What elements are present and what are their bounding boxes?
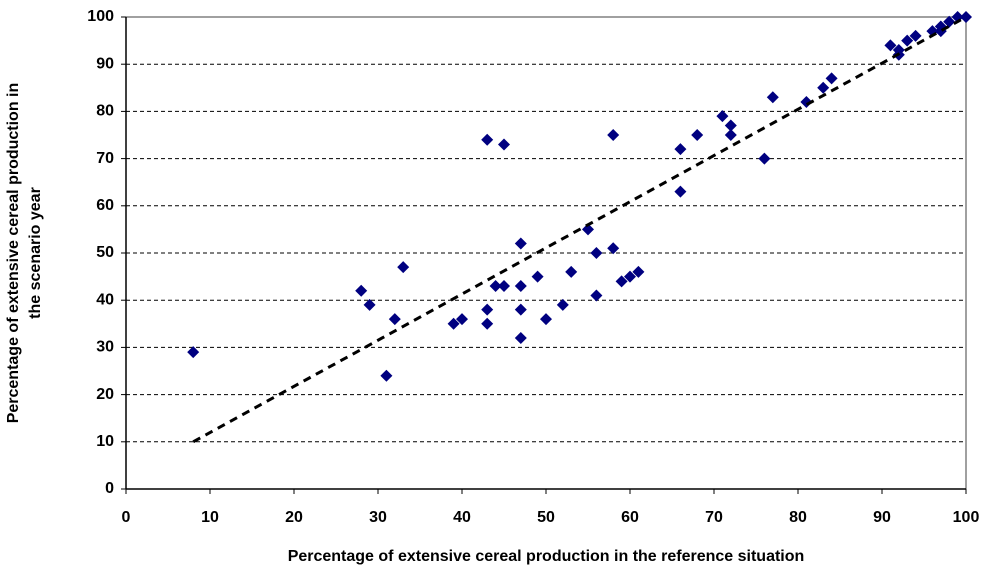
data-point	[514, 237, 527, 250]
x-tick-label: 30	[369, 509, 387, 526]
data-point	[498, 280, 510, 293]
data-point	[355, 284, 368, 297]
data-point	[582, 223, 594, 236]
data-point	[481, 133, 494, 146]
data-point	[943, 15, 956, 28]
data-point	[565, 265, 578, 278]
data-point	[674, 185, 687, 198]
data-point	[724, 129, 737, 141]
data-point	[397, 261, 410, 274]
x-tick-label: 70	[705, 509, 723, 526]
data-point	[607, 242, 620, 255]
y-axis-title: Percentage of extensive cereal productio…	[5, 83, 22, 424]
data-point	[758, 152, 771, 165]
x-tick-label: 20	[285, 509, 303, 526]
data-point	[590, 247, 603, 259]
x-tick-label: 80	[789, 509, 807, 526]
y-tick-label: 10	[96, 433, 114, 450]
data-point	[624, 270, 636, 283]
data-point	[187, 346, 200, 359]
data-point	[817, 81, 830, 94]
y-tick-label: 80	[96, 103, 114, 120]
x-tick-label: 50	[537, 509, 555, 526]
data-point	[481, 317, 494, 330]
y-axis-title: the scenario year	[27, 187, 44, 319]
y-tick-label: 100	[87, 8, 114, 25]
x-tick-label: 60	[621, 509, 639, 526]
data-point	[901, 34, 914, 47]
data-point	[540, 313, 552, 326]
data-point	[514, 303, 527, 316]
x-tick-label: 100	[953, 509, 980, 526]
x-tick-label: 10	[201, 509, 219, 526]
y-tick-label: 0	[105, 480, 114, 497]
data-point	[607, 129, 620, 141]
data-point	[590, 289, 603, 302]
data-point	[960, 11, 972, 23]
data-point	[766, 91, 779, 104]
y-tick-label: 60	[96, 197, 114, 214]
data-point	[556, 298, 569, 311]
x-axis-title: Percentage of extensive cereal productio…	[288, 548, 805, 565]
data-point	[884, 39, 897, 52]
y-tick-label: 40	[96, 291, 114, 308]
data-point	[674, 143, 687, 156]
data-point	[388, 313, 401, 326]
data-point	[800, 95, 813, 108]
y-tick-label: 90	[96, 55, 114, 72]
y-tick-label: 30	[96, 339, 114, 356]
data-point	[716, 110, 729, 123]
x-tick-label: 40	[453, 509, 471, 526]
data-point	[531, 270, 544, 283]
x-tick-label: 90	[873, 509, 891, 526]
y-tick-label: 20	[96, 386, 114, 403]
data-point	[514, 331, 527, 344]
data-point	[909, 29, 922, 42]
data-point	[380, 369, 393, 382]
data-point	[632, 265, 645, 278]
data-point	[825, 72, 838, 85]
y-tick-label: 50	[96, 244, 114, 261]
trend-line	[192, 15, 967, 444]
data-point	[691, 129, 704, 141]
data-point	[456, 313, 468, 326]
data-point	[481, 303, 494, 316]
data-point	[447, 317, 460, 330]
y-tick-label: 70	[96, 150, 114, 167]
data-point	[363, 298, 376, 311]
data-point	[514, 280, 527, 293]
data-point	[615, 275, 628, 288]
data-point	[724, 119, 737, 132]
data-point	[489, 280, 502, 293]
data-point	[498, 138, 510, 151]
x-tick-label: 0	[122, 509, 131, 526]
